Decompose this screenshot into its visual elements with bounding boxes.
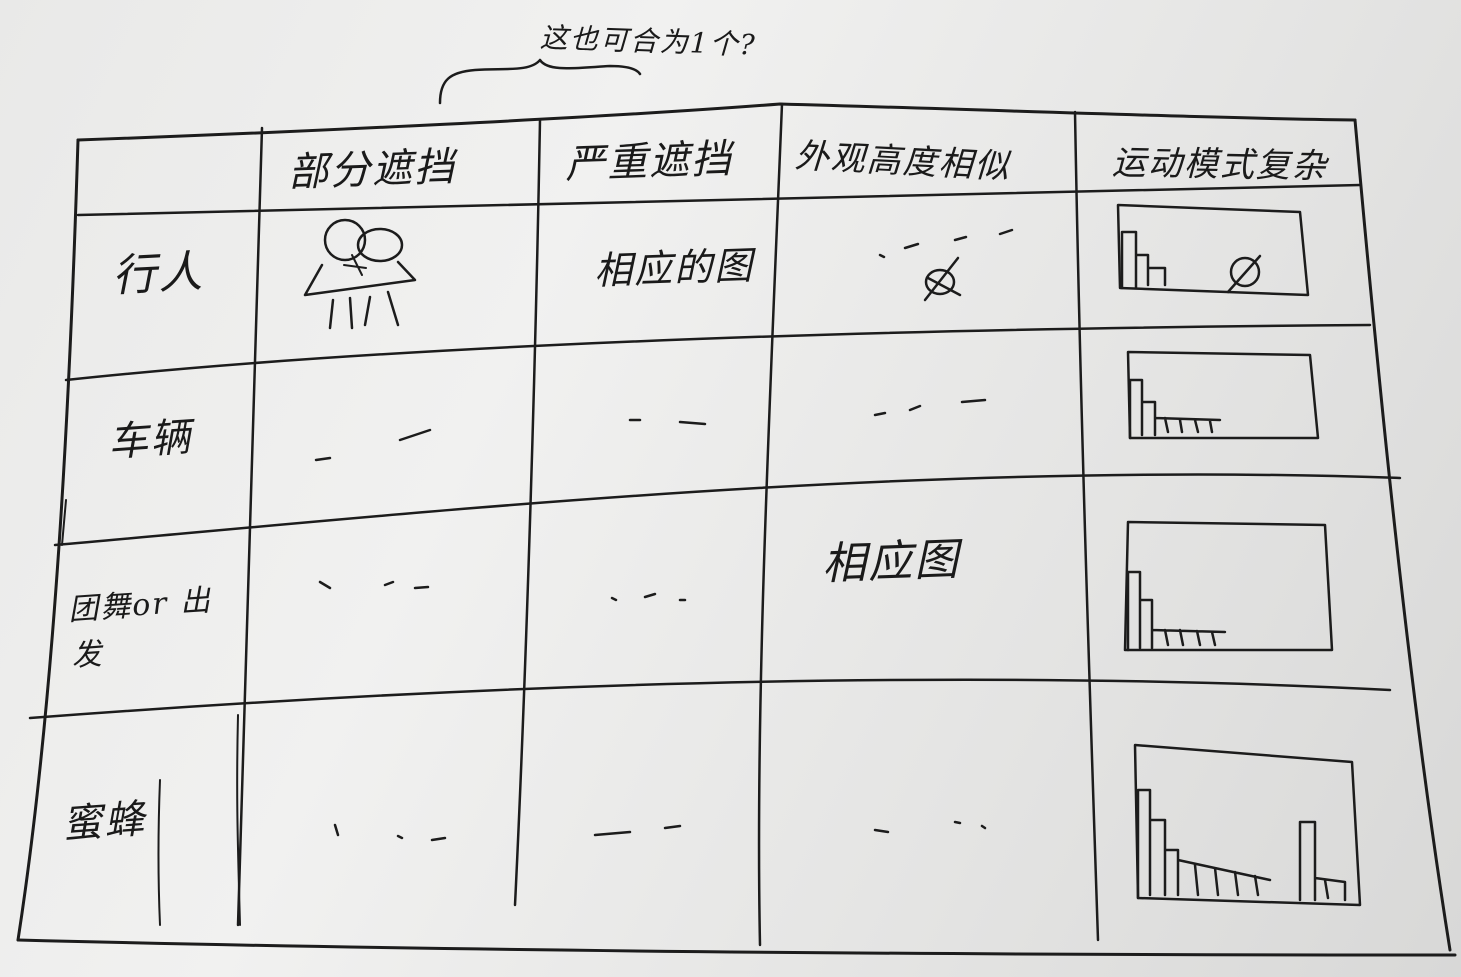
histogram-sketch-icon [1116,203,1362,907]
column-header-partial-occlusion: 部分遮挡 [287,144,457,196]
col-divider-4 [1073,110,1100,942]
crossed-out-mark-icon [923,254,1262,302]
column-header-complex-motion: 运动模式复杂 [1111,143,1329,187]
col-divider-2 [513,118,542,907]
row-divider-3 [28,678,1392,720]
col-divider-3 [757,102,784,947]
row-header-bees: 蜜蜂 [60,796,148,848]
row-divider-1 [64,323,1372,382]
column-header-severe-occlusion: 严重遮挡 [564,136,734,188]
col-divider-1 [236,126,264,927]
ellipsis-marks [314,228,1014,842]
header-divider-line [76,183,1362,217]
table-left-line [16,138,80,942]
extra-vertical-stroke-2 [157,779,161,926]
table-top-line [76,102,1357,142]
annotation-note: 这也可合为1个? [539,21,758,62]
cell-group-similar-appearance: 相应图 [821,534,961,590]
occlusion-sketch-icon [303,218,417,330]
arrow-tick [61,499,67,546]
cell-pedestrian-severe-occlusion: 相应的图 [593,243,755,293]
row-divider-2 [53,473,1402,547]
row-header-pedestrian: 行人 [110,246,206,302]
table-bottom-line [16,938,1457,957]
extra-vertical-stroke [236,714,241,926]
row-header-vehicle: 车辆 [106,414,194,466]
bracket-mark [438,58,642,105]
row-header-group-dance: 团舞or 出发 [67,583,214,674]
table-right-line [1353,118,1452,952]
